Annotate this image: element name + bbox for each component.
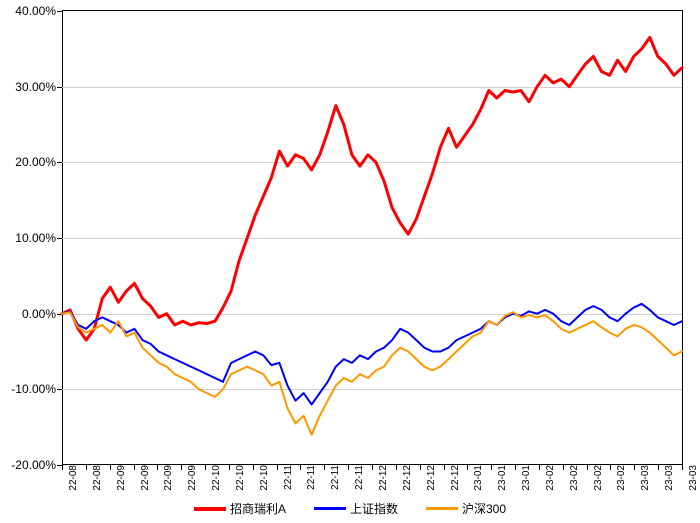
y-axis-label: 0.00% xyxy=(22,307,62,321)
x-axis-label: 22-11 xyxy=(354,465,365,490)
x-axis-label: 22-11 xyxy=(283,465,294,490)
x-axis-label: 23-03 xyxy=(664,465,675,491)
series-lines xyxy=(62,11,682,465)
y-axis-label: -10.00% xyxy=(11,382,62,396)
series-s0 xyxy=(62,38,682,341)
series-s1 xyxy=(62,304,682,405)
y-axis-label: 30.00% xyxy=(15,80,62,94)
x-axis-label: 23-02 xyxy=(616,465,627,491)
y-axis-label: 10.00% xyxy=(15,231,62,245)
legend-label: 沪深300 xyxy=(462,500,506,517)
legend: 招商瑞利A 上证指数 沪深300 xyxy=(0,500,700,517)
x-axis-label: 22-12 xyxy=(378,465,389,491)
x-axis-label: 22-10 xyxy=(211,465,222,491)
x-axis-label: 22-09 xyxy=(163,465,174,491)
x-axis-label: 23-01 xyxy=(521,465,532,491)
x-axis-label: 23-03 xyxy=(688,465,699,491)
performance-chart: -20.00% -10.00% 0.00% 10.00% 20.00% 30.00% 40.… xyxy=(0,0,700,523)
x-axis-label: 22-12 xyxy=(426,465,437,491)
y-axis-label: 40.00% xyxy=(15,4,62,18)
x-axis-label: 22-10 xyxy=(235,465,246,491)
y-axis-label: -20.00% xyxy=(11,458,62,472)
x-axis-label: 23-02 xyxy=(545,465,556,491)
x-axis-label: 22-12 xyxy=(450,465,461,491)
x-axis-label: 22-08 xyxy=(92,465,103,491)
series-s2 xyxy=(62,312,682,435)
x-axis-label: 23-01 xyxy=(497,465,508,491)
legend-swatch xyxy=(426,507,458,510)
x-axis-label: 23-02 xyxy=(593,465,604,491)
legend-swatch xyxy=(194,507,226,511)
x-axis-label: 23-03 xyxy=(640,465,651,491)
x-axis-label: 23-02 xyxy=(569,465,580,491)
legend-label: 上证指数 xyxy=(350,500,398,517)
x-axis-label: 23-01 xyxy=(473,465,484,491)
legend-item: 招商瑞利A xyxy=(194,500,286,517)
x-axis-label: 22-09 xyxy=(140,465,151,491)
legend-swatch xyxy=(314,507,346,510)
plot-area: -20.00%-10.00%0.00%10.00%20.00%30.00%40.… xyxy=(62,10,683,465)
legend-item: 沪深300 xyxy=(426,500,506,517)
legend-label: 招商瑞利A xyxy=(230,500,286,517)
x-axis-label: 22-09 xyxy=(187,465,198,491)
x-axis-label: 22-11 xyxy=(330,465,341,490)
y-axis-label: 20.00% xyxy=(15,155,62,169)
x-axis-label: 22-11 xyxy=(306,465,317,490)
x-axis-label: 22-10 xyxy=(259,465,270,491)
x-axis-label: 22-12 xyxy=(402,465,413,491)
legend-item: 上证指数 xyxy=(314,500,398,517)
x-axis-label: 22-09 xyxy=(116,465,127,491)
x-axis-label: 22-08 xyxy=(68,465,79,491)
